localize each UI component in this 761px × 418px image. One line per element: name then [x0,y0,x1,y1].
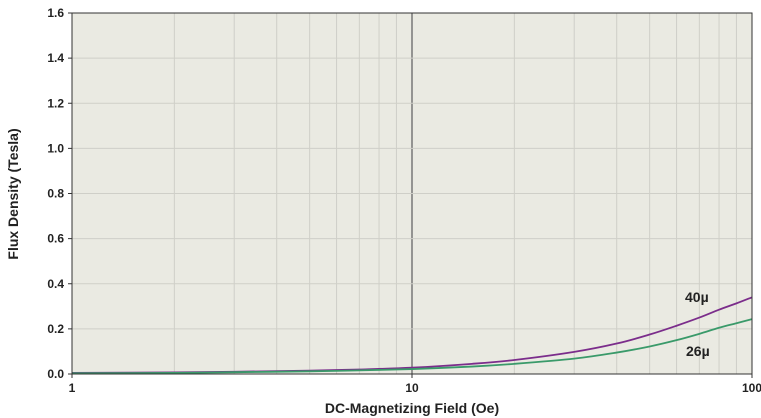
y-axis-title: Flux Density (Tesla) [5,128,21,259]
series-line-1 [71,318,753,375]
y-tick-label: 1.0 [47,141,64,155]
y-tick-label: 0.4 [47,277,64,291]
series-label-40u: 40µ [685,289,709,305]
y-tick-label: 0.2 [47,322,64,336]
x-axis-title: DC-Magnetizing Field (Oe) [325,400,499,416]
y-tick-label: 0.8 [47,187,64,201]
x-tick-label: 100 [742,381,761,395]
x-axis: 1 10 100 [69,374,761,395]
grid [72,12,752,375]
y-tick-label: 1.2 [47,96,64,110]
x-tick-label: 10 [405,381,419,395]
series-label-26u: 26µ [686,343,710,359]
x-tick-label: 1 [69,381,76,395]
series-lines [71,296,753,375]
y-tick-label: 0.0 [47,367,64,381]
y-tick-label: 1.6 [47,6,64,20]
y-tick-label: 1.4 [47,51,64,65]
y-axis: 0.0 0.2 0.4 0.6 0.8 1.0 1.2 1.4 1.6 [47,6,72,381]
y-tick-label: 0.6 [47,232,64,246]
